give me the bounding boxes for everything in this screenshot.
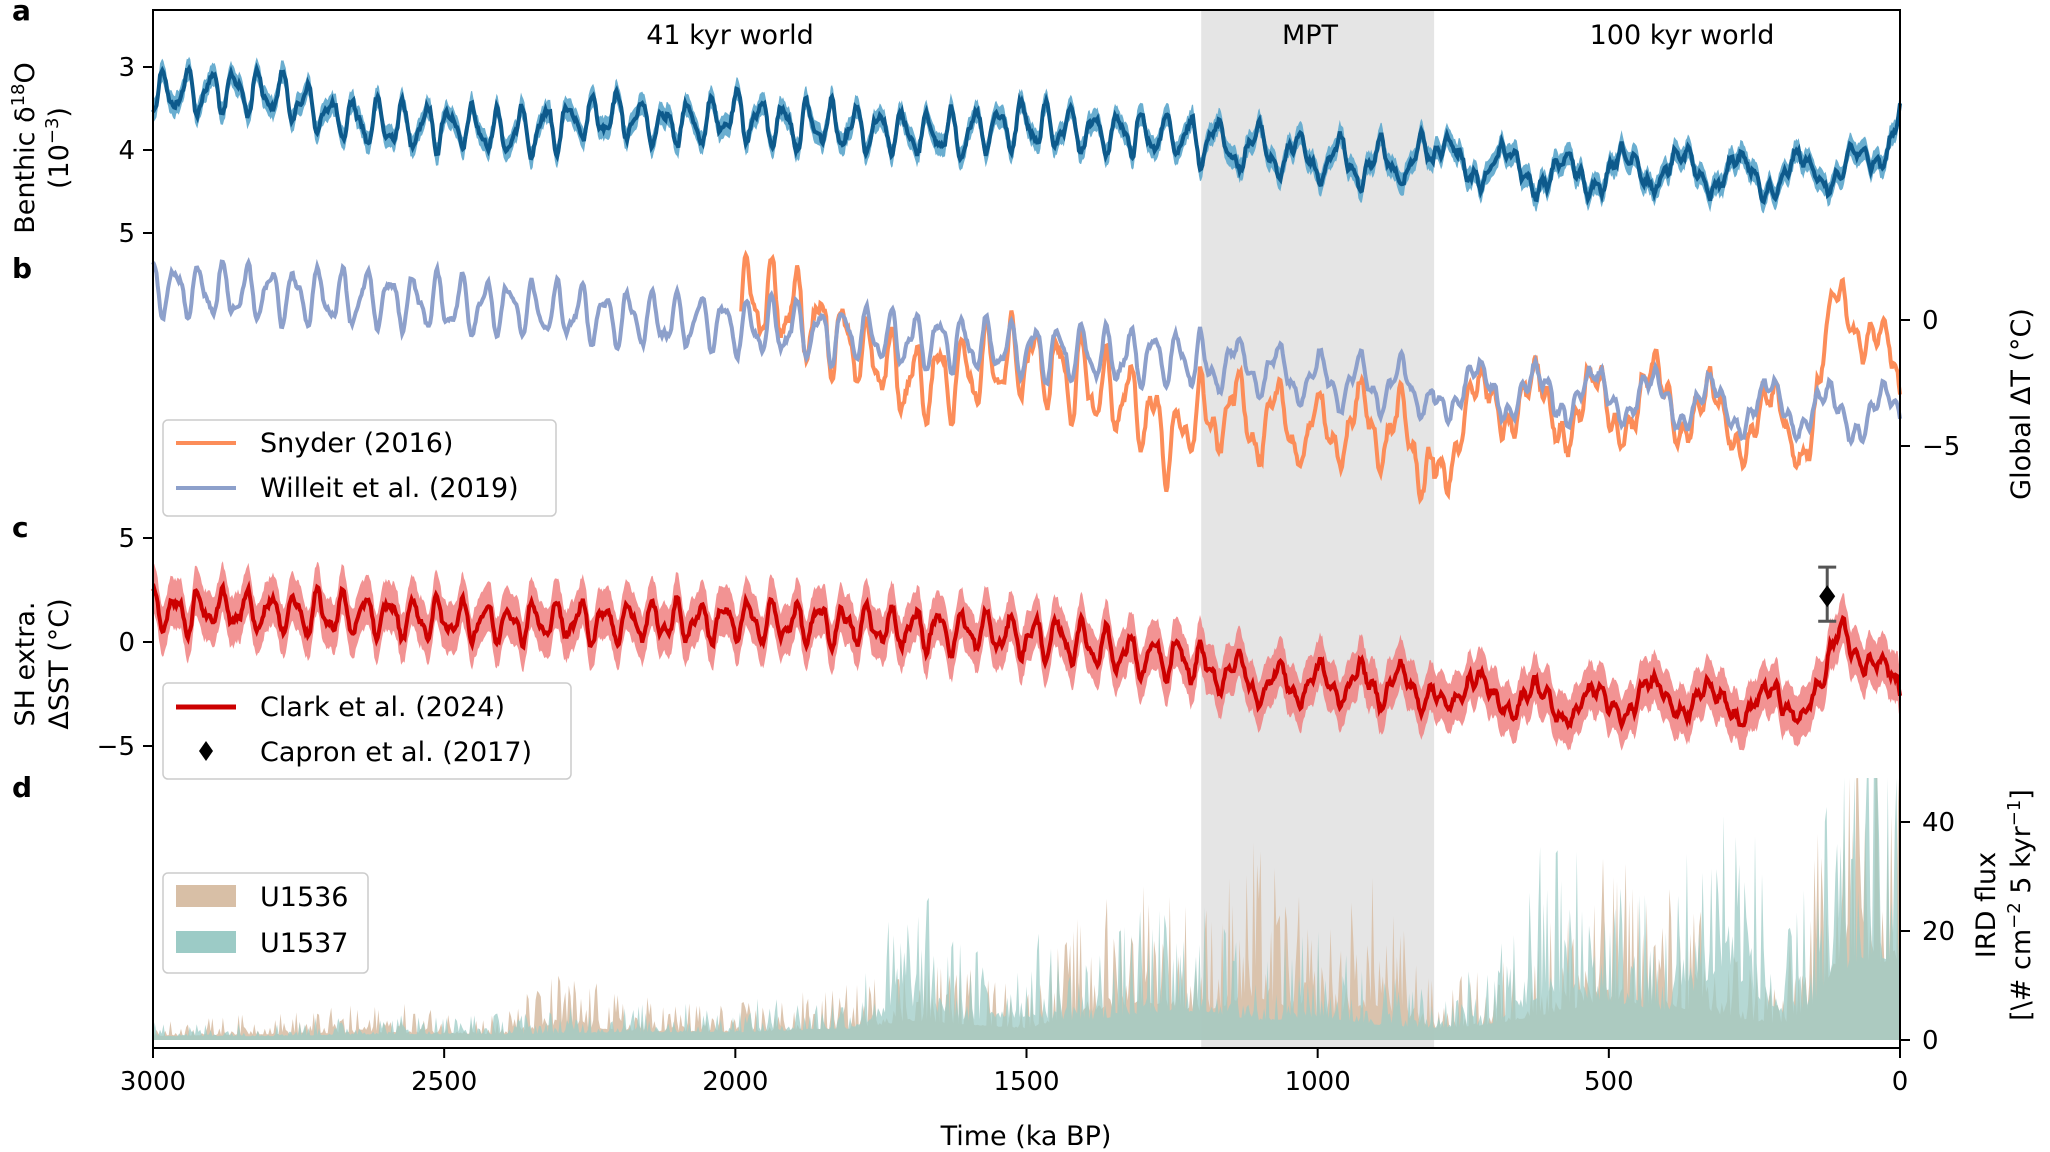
x-tick-label: 0 (1892, 1067, 1909, 1097)
y-tick-label-a: 3 (118, 53, 135, 83)
panel-d-plot (153, 778, 1900, 1040)
benthic-d18o-line (151, 62, 1902, 206)
y-tick-label-b: −5 (1922, 432, 1960, 462)
ylabel-b: Global ΔT (°C) (2006, 308, 2037, 500)
x-tick-label: 2500 (411, 1067, 477, 1097)
capron-point (1819, 585, 1836, 608)
willeit-line (151, 256, 1902, 447)
y-tick-label-d: 20 (1922, 917, 1955, 947)
ylabel-d-main: IRD flux (1971, 852, 2002, 958)
ylabel-d-unit: [\# cm−2 5 kyr−1] (2004, 789, 2037, 1021)
legend-snyder-label: Snyder (2016) (260, 428, 453, 459)
benthic-uncertainty-band (153, 56, 1900, 214)
clark-sst-line (151, 580, 1902, 732)
x-tick-label: 1500 (993, 1067, 1059, 1097)
y-tick-label-a: 4 (118, 136, 135, 166)
ylabel-a-line2: (10−3) (42, 107, 75, 189)
panel-b-plot (151, 249, 1902, 505)
regime-41kyr: 41 kyr world (646, 20, 814, 51)
panel-a-plot (151, 56, 1902, 214)
legend-c-box (162, 682, 572, 780)
u1537-area (153, 778, 1900, 1040)
xlabel: Time (ka BP) (940, 1121, 1112, 1152)
ylabel-c-line2: ΔSST (°C) (44, 598, 75, 729)
legend-b-box (162, 419, 557, 517)
legend-u1536-label: U1536 (260, 882, 348, 913)
x-tick-label: 3000 (120, 1067, 186, 1097)
y-tick-label-a: 5 (118, 219, 135, 249)
legend-capron-marker (199, 741, 213, 761)
panel-label-c: c (12, 511, 29, 544)
x-tick-label: 500 (1584, 1067, 1634, 1097)
legend-u1537-label: U1537 (260, 928, 348, 959)
regime-mpt: MPT (1282, 20, 1339, 51)
y-tick-label-c: 0 (118, 628, 135, 658)
panel-label-b: b (12, 252, 32, 285)
legend-willeit-label: Willeit et al. (2019) (260, 473, 519, 504)
panel-label-d: d (12, 771, 32, 804)
y-tick-label-d: 40 (1922, 808, 1955, 838)
ylabel-c-line1: SH extra. (10, 602, 41, 727)
y-tick-label-b: 0 (1922, 306, 1939, 336)
y-tick-label-c: 5 (118, 524, 135, 554)
x-tick-label: 2000 (702, 1067, 768, 1097)
x-tick-label: 1000 (1285, 1067, 1351, 1097)
panel-label-a: a (12, 0, 31, 27)
regime-100kyr: 100 kyr world (1590, 20, 1775, 51)
legend-d: U1536 U1537 (162, 872, 369, 974)
y-tick-label-c: −5 (97, 732, 135, 762)
ylabel-a-line1: Benthic δ18O (8, 62, 41, 234)
panel-c-plot (151, 561, 1902, 751)
legend-b: Snyder (2016) Willeit et al. (2019) (162, 419, 557, 517)
y-tick-label-d: 0 (1922, 1026, 1939, 1056)
legend-c: Clark et al. (2024) Capron et al. (2017) (162, 682, 572, 780)
legend-clark-label: Clark et al. (2024) (260, 692, 505, 723)
legend-u1537-swatch (176, 931, 236, 953)
legend-u1536-swatch (176, 885, 236, 907)
legend-capron-label: Capron et al. (2017) (260, 737, 532, 768)
axis-ticks: 3000 2500 2000 1500 1000 500 0 3 4 5 0 −5 5 0 −5 0 20 40 (97, 53, 1961, 1097)
